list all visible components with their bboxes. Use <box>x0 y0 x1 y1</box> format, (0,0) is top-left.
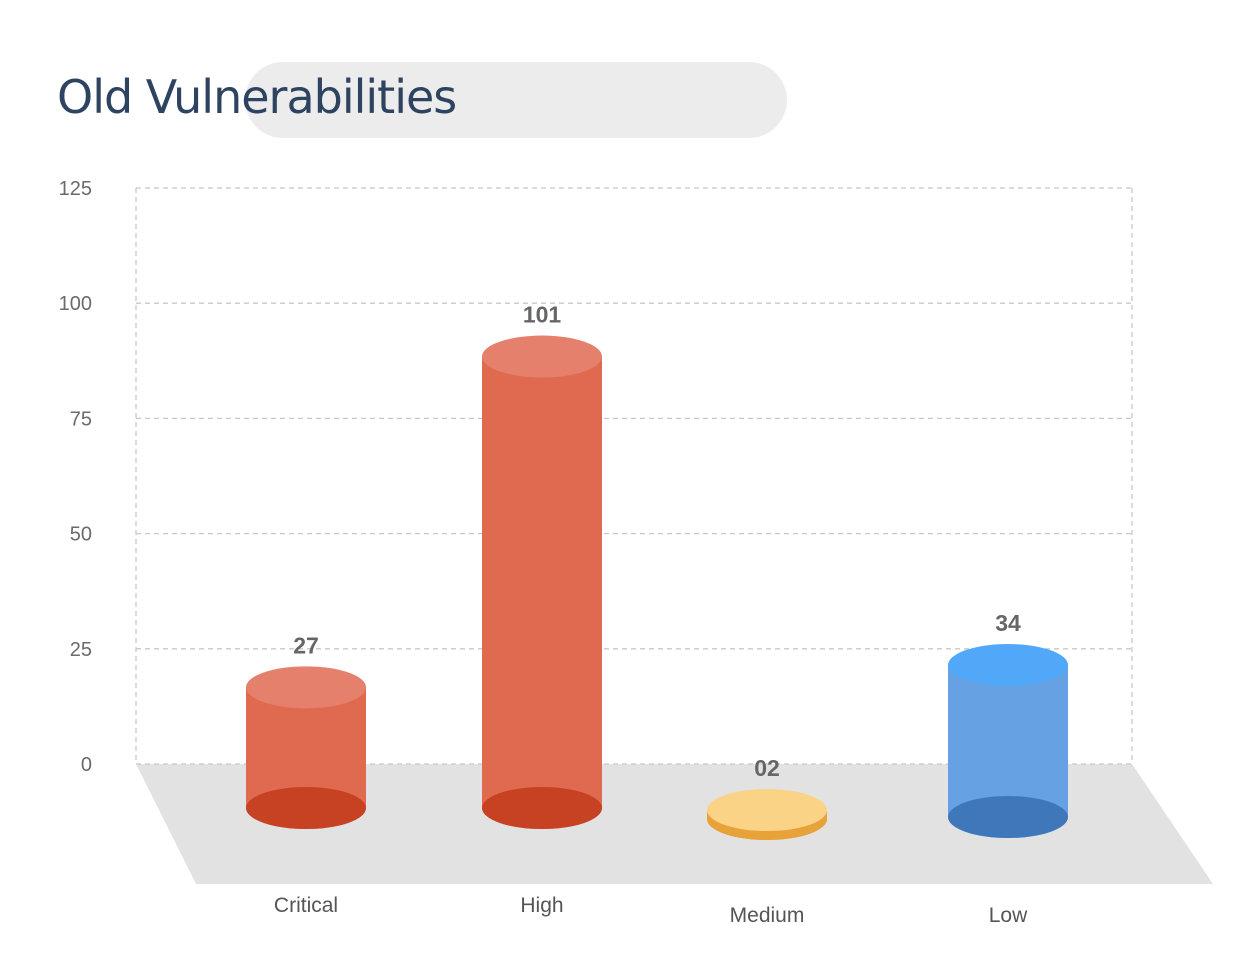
value-label-high: 101 <box>523 302 562 328</box>
category-label-medium: Medium <box>730 904 805 927</box>
y-tick-label: 75 <box>70 408 92 430</box>
bar-critical <box>246 666 366 829</box>
category-label-low: Low <box>989 904 1028 927</box>
bar-base <box>948 796 1068 838</box>
title-highlight-pill <box>245 62 787 138</box>
value-label-critical: 27 <box>293 632 319 658</box>
bar-medium <box>707 789 827 840</box>
y-tick-label: 25 <box>70 639 92 661</box>
bar-body <box>948 665 1068 838</box>
chart-title: Old Vulnerabilities <box>57 70 457 124</box>
y-tick-label: 125 <box>59 178 92 200</box>
chart-floor <box>136 764 1213 884</box>
value-label-low: 34 <box>995 610 1021 636</box>
y-tick-label: 0 <box>81 754 92 776</box>
bar-body <box>482 356 602 829</box>
bar-top <box>482 335 602 378</box>
bar-low <box>948 644 1068 838</box>
category-label-high: High <box>520 894 563 917</box>
bar-high <box>482 335 602 829</box>
chart-labels-layer: 0 25 50 75 100 125 27 Critical 101 High 02 Medium 34… <box>59 178 1028 927</box>
category-label-critical: Critical <box>274 894 338 917</box>
chart-bars-layer <box>246 335 1068 840</box>
bar-base <box>482 787 602 829</box>
value-label-medium: 02 <box>754 755 780 781</box>
bar-base <box>246 787 366 829</box>
bar-top <box>707 789 827 832</box>
y-tick-label: 100 <box>59 293 92 315</box>
bar-top <box>948 644 1068 687</box>
bar-top <box>246 666 366 709</box>
y-tick-label: 50 <box>70 524 92 546</box>
chart-floor-layer <box>136 764 1213 884</box>
